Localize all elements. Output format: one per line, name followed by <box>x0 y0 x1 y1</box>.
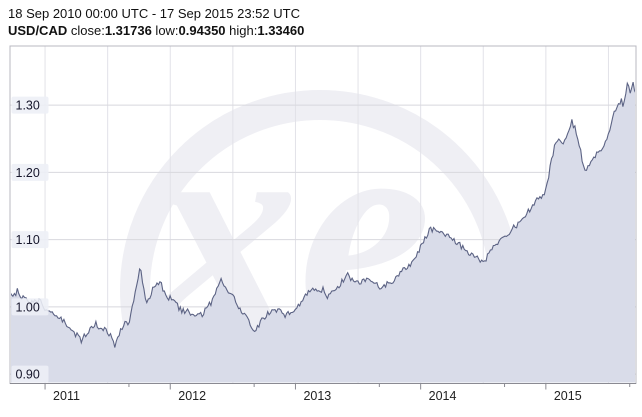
high-value: 1.33460 <box>257 23 305 38</box>
rate-area-fill <box>11 82 635 383</box>
close-label: close: <box>67 23 105 38</box>
date-range-label: 18 Sep 2010 00:00 UTC - 17 Sep 2015 23:5… <box>8 6 300 21</box>
y-axis-label-box <box>11 298 49 316</box>
x-axis-label: 2011 <box>53 389 80 403</box>
pair-stats-line: USD/CAD close:1.31736 low:0.94350 high:1… <box>8 22 304 39</box>
x-axis-label: 2012 <box>178 389 206 403</box>
rate-line <box>11 81 635 348</box>
y-axis-label-box <box>11 96 49 114</box>
y-axis-label: 1.20 <box>16 166 40 180</box>
close-value: 1.31736 <box>104 23 152 38</box>
chart-header: 18 Sep 2010 00:00 UTC - 17 Sep 2015 23:5… <box>8 5 304 39</box>
high-label: high: <box>225 23 258 38</box>
y-axis-label-box <box>11 365 49 383</box>
currency-pair-label: USD/CAD <box>8 23 68 38</box>
y-axis-label: 1.30 <box>16 99 40 113</box>
y-axis-label: 0.90 <box>16 368 40 382</box>
x-axis-label: 2015 <box>554 389 582 403</box>
low-label: low: <box>151 23 179 38</box>
y-axis-label-box <box>11 163 49 181</box>
x-axis-label: 2013 <box>303 389 331 403</box>
low-value: 0.94350 <box>178 23 226 38</box>
y-axis-label: 1.00 <box>16 300 40 314</box>
x-axis-label: 2014 <box>429 389 457 403</box>
y-axis-label: 1.10 <box>16 233 40 247</box>
y-axis-label-box <box>11 231 49 249</box>
